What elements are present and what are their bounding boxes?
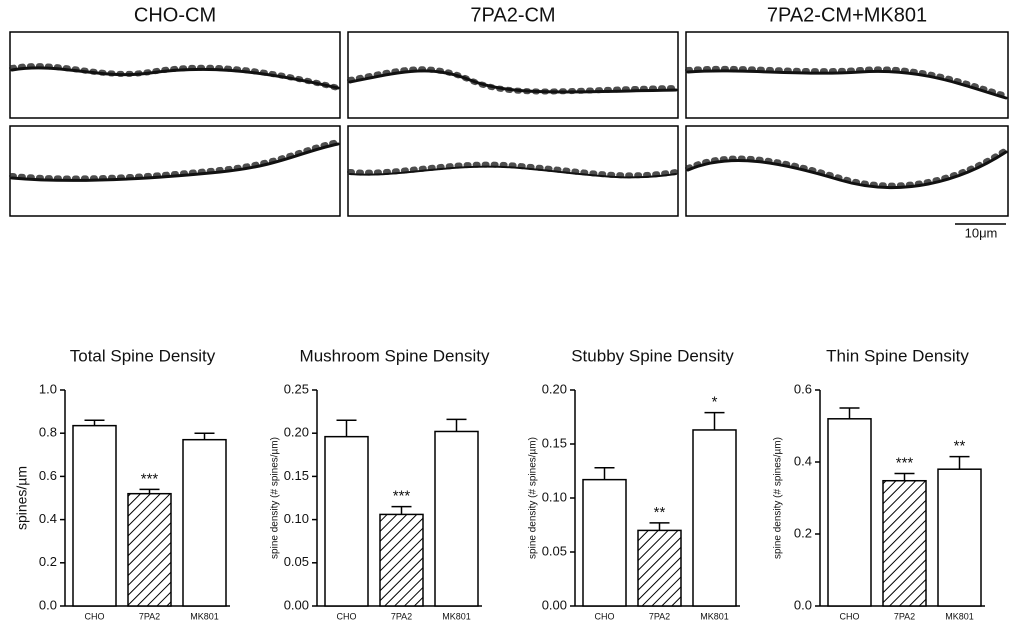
y-tick-label: 0.10 — [542, 489, 567, 504]
significance: ** — [954, 438, 966, 455]
x-tick-label: 7PA2 — [894, 611, 915, 621]
y-tick-label: 0.4 — [794, 453, 812, 468]
significance: *** — [393, 488, 411, 505]
y-tick-label: 0.00 — [284, 597, 309, 612]
y-tick-label: 0.20 — [542, 381, 567, 396]
x-tick-label: CHO — [595, 611, 615, 621]
y-tick-label: 0.0 — [794, 597, 812, 612]
y-tick-label: 1.0 — [39, 381, 57, 396]
y-tick-label: 0.2 — [794, 525, 812, 540]
significance: ** — [654, 504, 666, 521]
bar — [324, 435, 369, 607]
scale-bar-label: 10μm — [965, 225, 998, 240]
y-tick-label: 0.4 — [39, 511, 57, 526]
micrographs — [9, 31, 1009, 217]
column-title: 7PA2-CM+MK801 — [767, 4, 927, 26]
chart-title: Stubby Spine Density — [571, 346, 734, 365]
y-tick-label: 0.6 — [39, 468, 57, 483]
x-tick-label: MK801 — [945, 611, 974, 621]
x-tick-label: CHO — [85, 611, 105, 621]
x-tick-label: 7PA2 — [391, 611, 412, 621]
column-title: CHO-CM — [134, 4, 216, 26]
y-axis-label: spine density (# spines/µm) — [270, 437, 281, 559]
y-tick-label: 0.0 — [39, 597, 57, 612]
x-tick-label: CHO — [840, 611, 860, 621]
bar — [692, 429, 737, 607]
x-tick-label: MK801 — [442, 611, 471, 621]
y-tick-label: 0.25 — [284, 381, 309, 396]
chart-title: Mushroom Spine Density — [300, 346, 490, 365]
y-tick-label: 0.2 — [39, 554, 57, 569]
y-tick-label: 0.6 — [794, 381, 812, 396]
significance: *** — [896, 454, 914, 471]
bar — [72, 424, 117, 607]
x-tick-label: MK801 — [190, 611, 219, 621]
y-tick-label: 0.00 — [542, 597, 567, 612]
chart-title: Total Spine Density — [70, 346, 216, 365]
bar — [379, 513, 424, 607]
significance: *** — [141, 470, 159, 487]
y-axis-label: spines/µm — [14, 466, 30, 530]
y-tick-label: 0.15 — [284, 468, 309, 483]
bar — [434, 430, 479, 607]
x-tick-label: 7PA2 — [139, 611, 160, 621]
y-axis-label: spine density (# spines/µm) — [773, 437, 784, 559]
y-axis-label: spine density (# spines/µm) — [528, 437, 539, 559]
y-tick-label: 0.05 — [284, 554, 309, 569]
x-tick-label: MK801 — [700, 611, 729, 621]
bar — [937, 468, 982, 607]
bar — [882, 479, 927, 607]
chart-title: Thin Spine Density — [826, 346, 969, 365]
column-title: 7PA2-CM — [470, 4, 555, 26]
y-tick-label: 0.05 — [542, 543, 567, 558]
x-tick-label: 7PA2 — [649, 611, 670, 621]
significance: * — [712, 394, 718, 411]
y-tick-label: 0.8 — [39, 425, 57, 440]
y-tick-label: 0.10 — [284, 511, 309, 526]
bar — [637, 529, 682, 607]
x-tick-label: CHO — [337, 611, 357, 621]
bar — [582, 478, 627, 607]
bar — [827, 418, 872, 607]
y-tick-label: 0.15 — [542, 435, 567, 450]
y-tick-label: 0.20 — [284, 425, 309, 440]
bar — [127, 492, 172, 607]
bar — [182, 438, 227, 607]
